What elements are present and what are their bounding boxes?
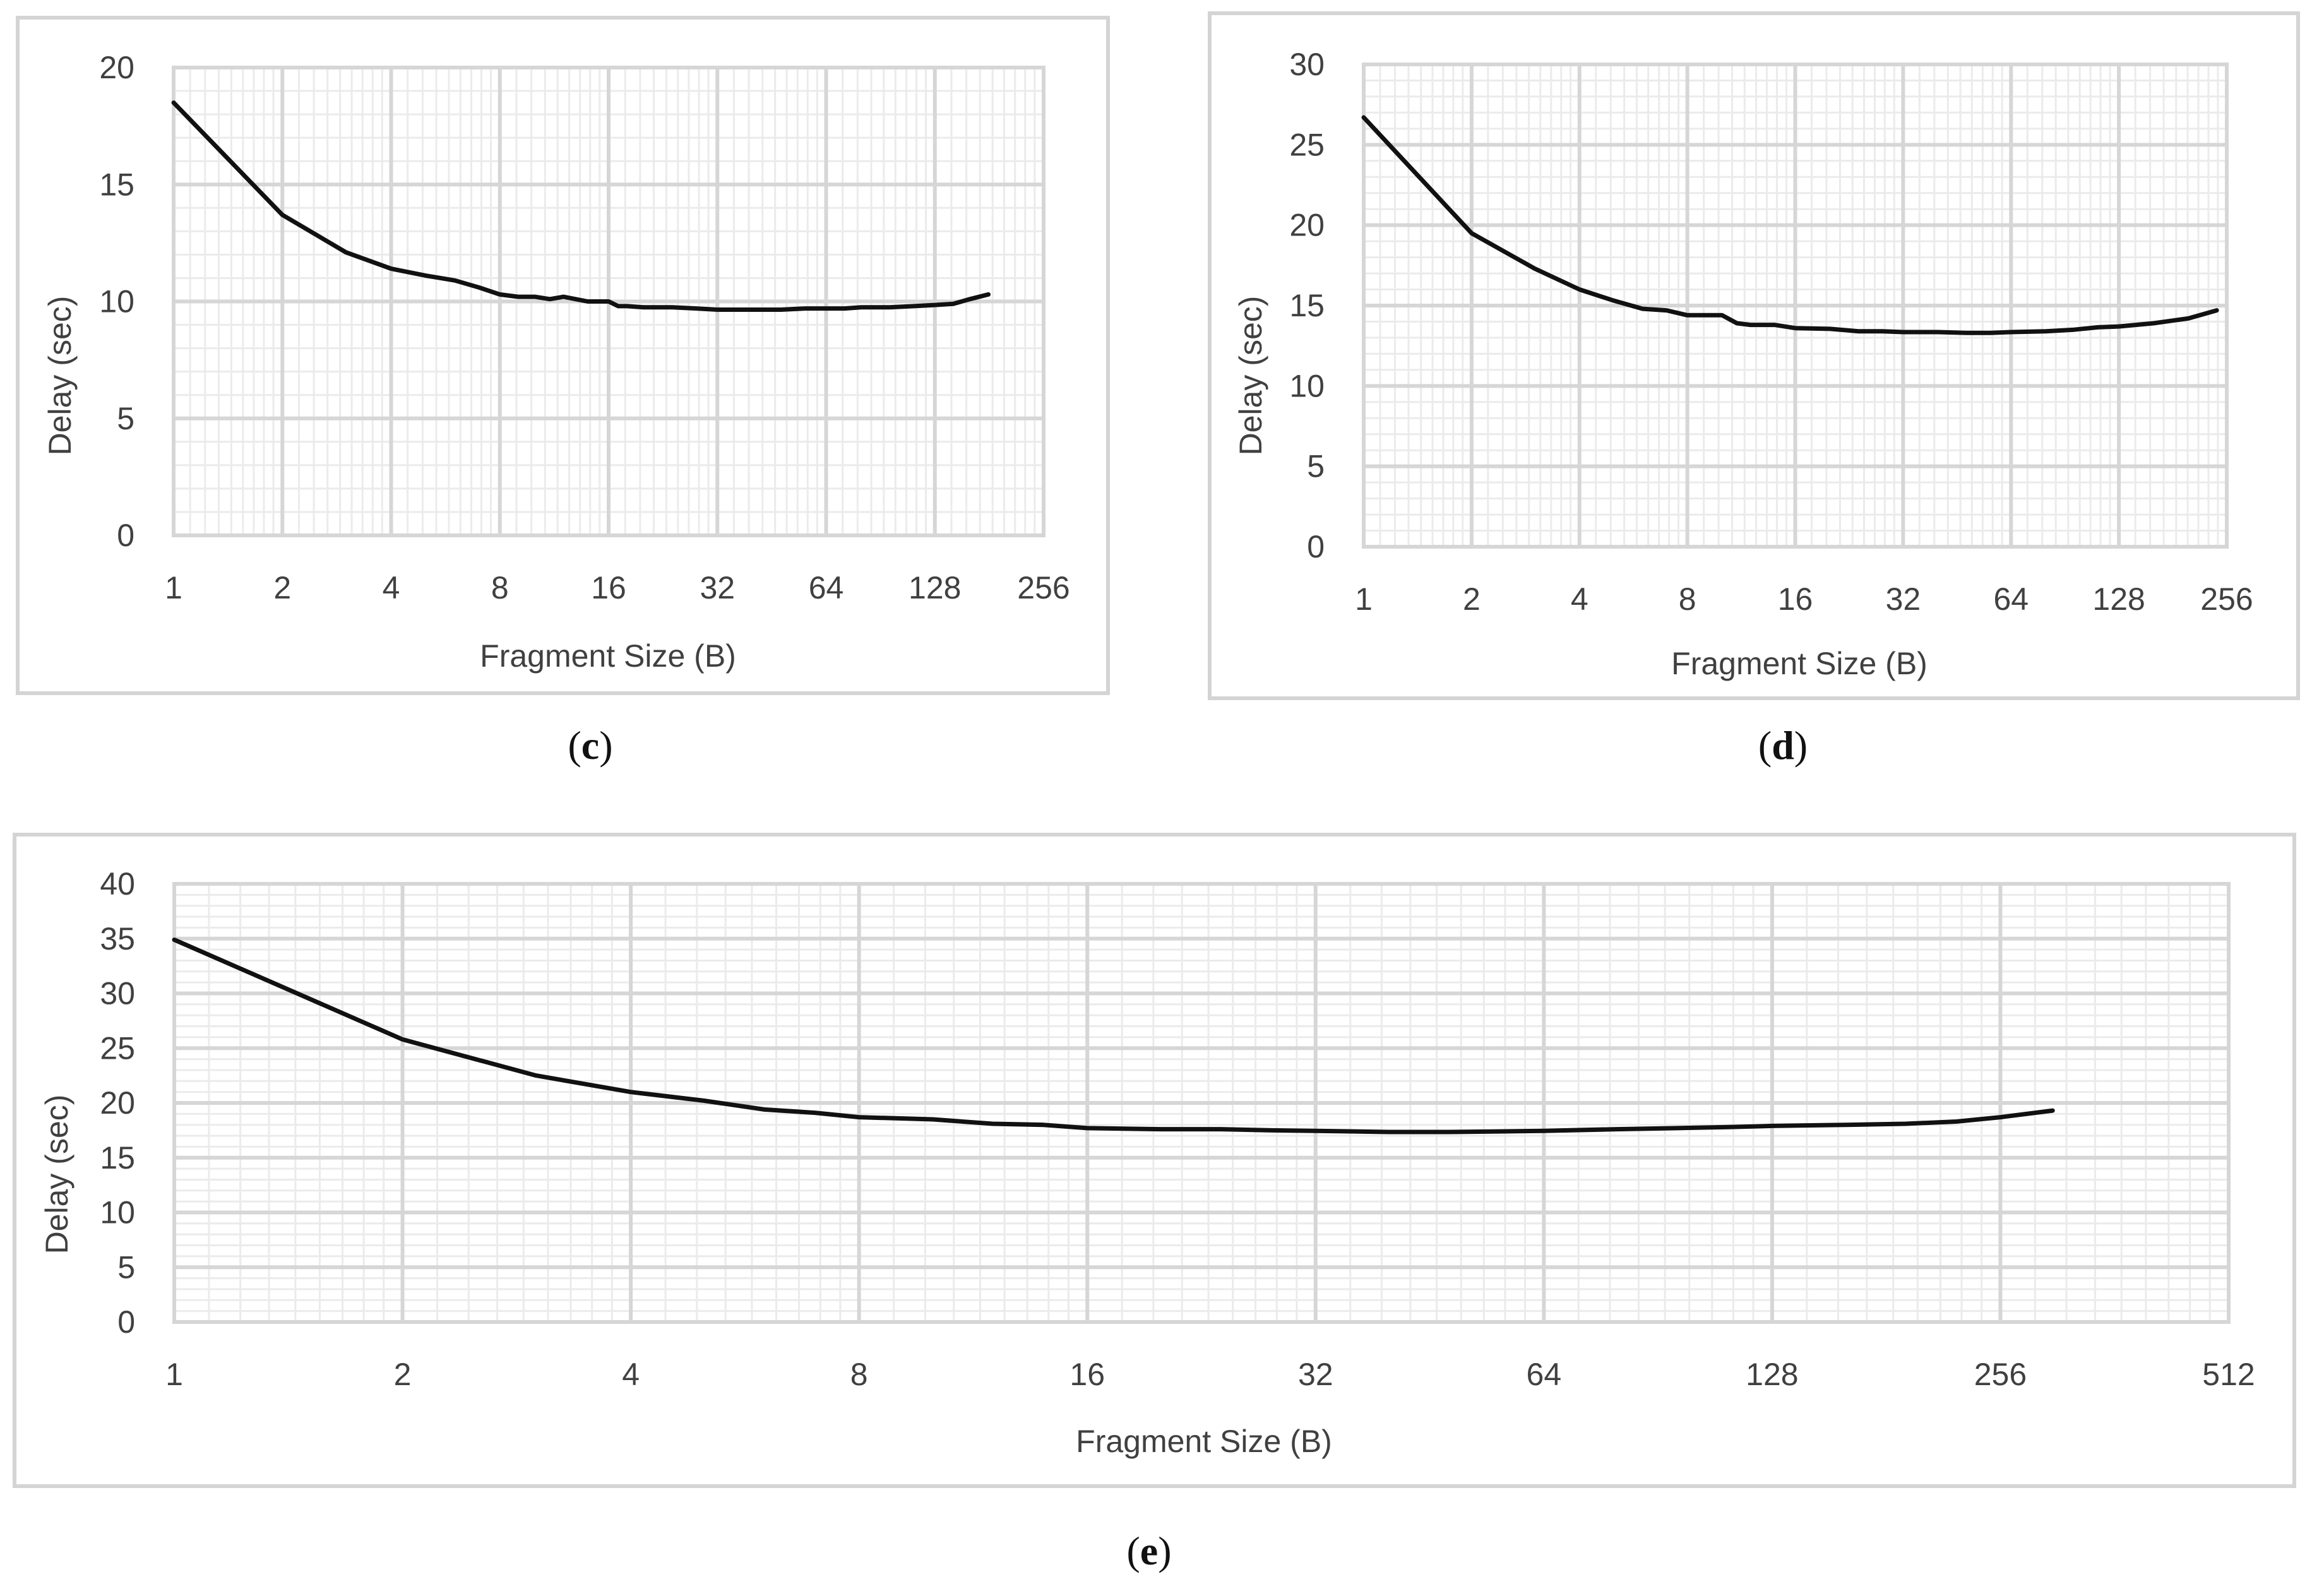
x-tick-label: 1: [165, 570, 182, 605]
series-line-c: [171, 100, 991, 312]
grid-d: [1362, 63, 2229, 549]
y-tick-label: 15: [99, 167, 134, 202]
x-tick-label: 4: [383, 570, 400, 605]
y-tick-label: 20: [99, 50, 134, 85]
x-tick-label: 32: [1886, 581, 1921, 617]
caption-letter-d: d: [1772, 723, 1794, 768]
y-axis-title-e: Delay (sec): [39, 1095, 74, 1254]
series-line-e: [172, 938, 2055, 1134]
caption-letter-c: c: [581, 723, 599, 768]
x-tick-label: 64: [809, 570, 844, 605]
x-tick-label: 8: [491, 570, 509, 605]
y-tick-label: 30: [1289, 47, 1325, 82]
x-tick-label: 2: [273, 570, 291, 605]
x-tick-label: 4: [622, 1357, 640, 1392]
y-tick-label: 5: [117, 1249, 135, 1285]
x-tick-label: 8: [1679, 581, 1696, 617]
x-axis-title-d: Fragment Size (B): [1671, 646, 1928, 681]
y-tick-label: 15: [1289, 288, 1325, 323]
chart-panel-d: 0 5 10 15 20 25 30 1 2 4 8 16 32 64 128 256 Delay (sec)…: [1208, 11, 2300, 700]
x-tick-label: 8: [850, 1357, 868, 1392]
y-tick-label: 30: [100, 976, 135, 1011]
caption-e: (e): [1126, 1528, 1171, 1573]
y-tick-label: 5: [1307, 449, 1325, 484]
y-tick-label: 25: [100, 1030, 135, 1066]
x-tick-label: 2: [1463, 581, 1481, 617]
x-tick-label: 16: [1070, 1357, 1105, 1392]
plot-area-border: [1362, 63, 2229, 549]
x-axis-title-e: Fragment Size (B): [1076, 1424, 1332, 1459]
x-tick-label: 128: [2092, 581, 2145, 617]
x-tick-label: 16: [591, 570, 626, 605]
grid-c: [172, 66, 1046, 537]
x-tick-label: 1: [1355, 581, 1373, 617]
chart-frame-e: [13, 833, 2296, 1488]
y-tick-label: 10: [100, 1195, 135, 1230]
chart-panel-e: 0 5 10 15 20 25 30 35 40 1 2 4 8 16 32 64 128 256 512 Dela…: [13, 833, 2296, 1488]
tick-labels-d: 0 5 10 15 20 25 30 1 2 4 8 16 32 64 128 256: [1289, 47, 2253, 617]
series-line-d: [1361, 115, 2219, 335]
x-tick-label: 4: [1571, 581, 1588, 617]
y-tick-label: 0: [1307, 529, 1325, 564]
y-tick-label: 10: [1289, 368, 1325, 403]
x-tick-label: 1: [165, 1357, 183, 1392]
plot-area-border: [172, 66, 1046, 537]
x-tick-label: 2: [394, 1357, 412, 1392]
y-tick-label: 5: [117, 401, 134, 436]
x-tick-label: 32: [1298, 1357, 1333, 1392]
x-tick-label: 512: [2202, 1357, 2255, 1392]
y-tick-label: 0: [117, 1304, 135, 1340]
y-tick-label: 15: [100, 1140, 135, 1176]
x-tick-label: 32: [700, 570, 735, 605]
y-tick-label: 25: [1289, 127, 1325, 162]
x-tick-label: 16: [1778, 581, 1813, 617]
chart-frame-d: [1208, 11, 2300, 700]
y-axis-title-d: Delay (sec): [1233, 296, 1268, 456]
y-tick-label: 0: [117, 518, 134, 553]
y-tick-label: 10: [99, 284, 134, 319]
x-tick-label: 64: [1527, 1357, 1562, 1392]
y-tick-label: 20: [1289, 208, 1325, 243]
x-tick-label: 256: [2200, 581, 2253, 617]
caption-d: (d): [1758, 723, 1808, 768]
y-axis-title-c: Delay (sec): [42, 296, 78, 456]
x-axis-title-c: Fragment Size (B): [480, 638, 736, 674]
plot-area-border: [172, 882, 2231, 1324]
x-tick-label: 128: [909, 570, 961, 605]
y-tick-label: 35: [100, 921, 135, 956]
caption-letter-e: e: [1140, 1528, 1158, 1573]
x-tick-label: 256: [1974, 1357, 2027, 1392]
x-tick-label: 128: [1746, 1357, 1798, 1392]
x-tick-label: 64: [1993, 581, 2029, 617]
x-tick-label: 256: [1017, 570, 1070, 605]
caption-c: (c): [568, 723, 612, 768]
y-tick-label: 20: [100, 1085, 135, 1121]
tick-labels-e: 0 5 10 15 20 25 30 35 40 1 2 4 8 16 32 64 128 256 512: [100, 866, 2255, 1392]
y-tick-label: 40: [100, 866, 135, 902]
grid-e: [172, 882, 2231, 1324]
